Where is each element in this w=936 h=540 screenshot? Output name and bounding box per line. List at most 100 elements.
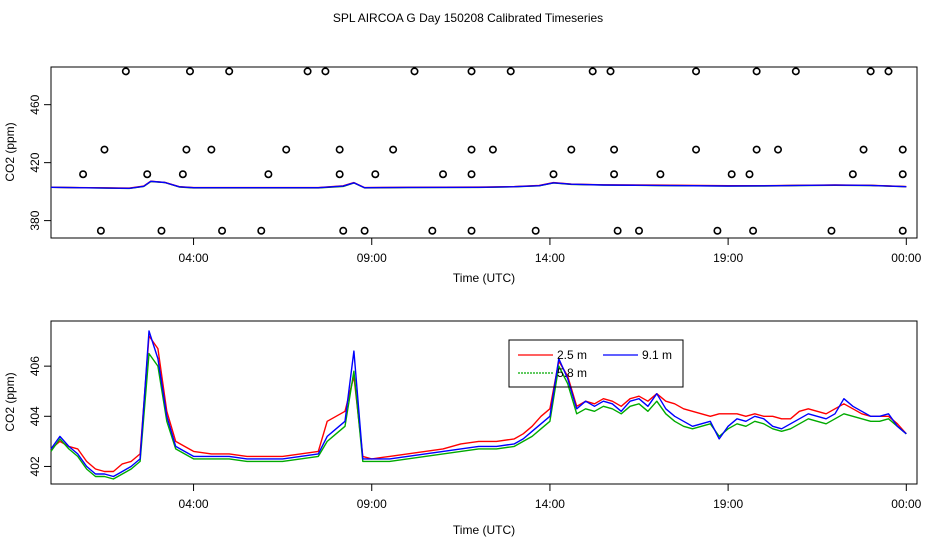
legend-label-2-5m: 2.5 m — [557, 348, 587, 362]
top-point-20 — [371, 170, 380, 179]
bottom-series-line-1 — [50, 352, 907, 480]
top-x-tick-label-4: 00:00 — [891, 251, 921, 265]
top-point-58 — [866, 67, 875, 76]
top-point-25 — [656, 170, 665, 179]
legend-label-9-1m: 9.1 m — [642, 348, 672, 362]
top-point-44 — [898, 145, 907, 154]
top-point-46 — [185, 67, 194, 76]
bottom-x-tick-label-1: 09:00 — [357, 497, 387, 511]
bottom-y-tick-label-1: 404 — [28, 406, 42, 426]
top-series-lines — [50, 180, 907, 190]
top-plot-frame — [50, 66, 918, 239]
top-point-43 — [859, 145, 868, 154]
top-point-0 — [96, 226, 105, 235]
top-x-tick-label-1: 09:00 — [357, 251, 387, 265]
top-y-tick-label-2: 460 — [28, 94, 42, 114]
top-point-6 — [428, 226, 437, 235]
bottom-series-line-0 — [50, 335, 907, 473]
top-point-4 — [339, 226, 348, 235]
bottom-x-axis: 04:00 09:00 14:00 19:00 00:00 — [179, 484, 922, 511]
top-x-tick-label-2: 14:00 — [535, 251, 565, 265]
top-panel: 380 420 460 04:00 09:00 14:00 19:00 00:00 Time… — [3, 66, 922, 285]
top-y-axis: 380 420 460 — [28, 94, 51, 231]
top-series-line-2 — [50, 180, 907, 190]
top-point-11 — [713, 226, 722, 235]
top-point-51 — [467, 67, 476, 76]
top-point-49 — [321, 67, 330, 76]
bottom-x-tick-label-4: 00:00 — [891, 497, 921, 511]
top-point-13 — [827, 226, 836, 235]
top-point-27 — [745, 170, 754, 179]
top-point-14 — [898, 226, 907, 235]
top-point-21 — [439, 170, 448, 179]
top-point-15 — [79, 170, 88, 179]
top-x-tick-label-3: 19:00 — [713, 251, 743, 265]
top-point-29 — [898, 170, 907, 179]
top-y-tick-label-1: 420 — [28, 152, 42, 172]
top-point-30 — [100, 145, 109, 154]
top-point-1 — [157, 226, 166, 235]
top-point-32 — [207, 145, 216, 154]
top-point-48 — [303, 67, 312, 76]
top-point-41 — [752, 145, 761, 154]
bottom-y-axis-title: CO2 (ppm) — [3, 372, 17, 431]
top-point-3 — [257, 226, 266, 235]
top-point-33 — [282, 145, 291, 154]
top-point-22 — [467, 170, 476, 179]
top-point-8 — [531, 226, 540, 235]
top-point-37 — [488, 145, 497, 154]
top-point-40 — [692, 145, 701, 154]
top-point-45 — [121, 67, 130, 76]
top-point-9 — [613, 226, 622, 235]
top-point-55 — [692, 67, 701, 76]
top-point-57 — [791, 67, 800, 76]
top-point-35 — [389, 145, 398, 154]
legend: 2.5 m 9.1 m 5.8 m — [508, 339, 684, 388]
bottom-x-tick-label-0: 04:00 — [179, 497, 209, 511]
bottom-y-tick-label-2: 406 — [28, 356, 42, 376]
top-point-26 — [727, 170, 736, 179]
bottom-x-tick-label-3: 19:00 — [713, 497, 743, 511]
bottom-x-tick-label-2: 14:00 — [535, 497, 565, 511]
bottom-series-line-2 — [50, 330, 907, 478]
bottom-y-tick-label-0: 402 — [28, 456, 42, 476]
top-point-42 — [774, 145, 783, 154]
bottom-y-axis: 402 404 406 — [28, 356, 51, 476]
top-y-axis-title: CO2 (ppm) — [3, 122, 17, 181]
top-x-tick-label-0: 04:00 — [179, 251, 209, 265]
top-x-axis-title: Time (UTC) — [453, 271, 515, 285]
chart-title: SPL AIRCOA G Day 150208 Calibrated Times… — [333, 11, 603, 25]
top-y-tick-label-0: 380 — [28, 210, 42, 230]
bottom-plot-frame — [50, 320, 918, 485]
top-point-24 — [610, 170, 619, 179]
top-point-2 — [218, 226, 227, 235]
top-point-39 — [610, 145, 619, 154]
bottom-panel: 402 404 406 04:00 09:00 14:00 19:00 00:00 Time… — [3, 320, 922, 537]
top-point-16 — [143, 170, 152, 179]
top-point-38 — [567, 145, 576, 154]
top-point-12 — [749, 226, 758, 235]
top-point-53 — [588, 67, 597, 76]
top-point-5 — [360, 226, 369, 235]
bottom-series-lines — [50, 330, 907, 480]
top-point-10 — [635, 226, 644, 235]
top-point-23 — [549, 170, 558, 179]
legend-box — [508, 339, 684, 388]
top-point-28 — [848, 170, 857, 179]
top-point-series — [79, 67, 907, 235]
top-x-axis: 04:00 09:00 14:00 19:00 00:00 — [179, 238, 922, 265]
top-point-34 — [335, 145, 344, 154]
top-point-18 — [264, 170, 273, 179]
top-point-36 — [467, 145, 476, 154]
legend-label-5-8m: 5.8 m — [557, 366, 587, 380]
top-point-7 — [467, 226, 476, 235]
top-point-54 — [606, 67, 615, 76]
top-point-59 — [884, 67, 893, 76]
top-point-31 — [182, 145, 191, 154]
top-point-47 — [225, 67, 234, 76]
bottom-x-axis-title: Time (UTC) — [453, 523, 515, 537]
top-point-50 — [410, 67, 419, 76]
top-point-17 — [178, 170, 187, 179]
top-point-56 — [752, 67, 761, 76]
